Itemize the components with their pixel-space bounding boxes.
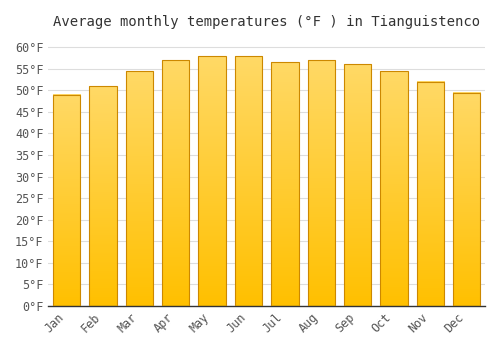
Bar — [198, 56, 226, 306]
Bar — [90, 86, 117, 306]
Bar — [380, 71, 407, 306]
Title: Average monthly temperatures (°F ) in Tianguistenco: Average monthly temperatures (°F ) in Ti… — [53, 15, 480, 29]
Bar — [162, 60, 190, 306]
Bar — [453, 92, 480, 306]
Bar — [271, 62, 298, 306]
Bar — [53, 94, 80, 306]
Bar — [344, 64, 372, 306]
Bar — [235, 56, 262, 306]
Bar — [417, 82, 444, 306]
Bar — [126, 71, 153, 306]
Bar — [308, 60, 335, 306]
